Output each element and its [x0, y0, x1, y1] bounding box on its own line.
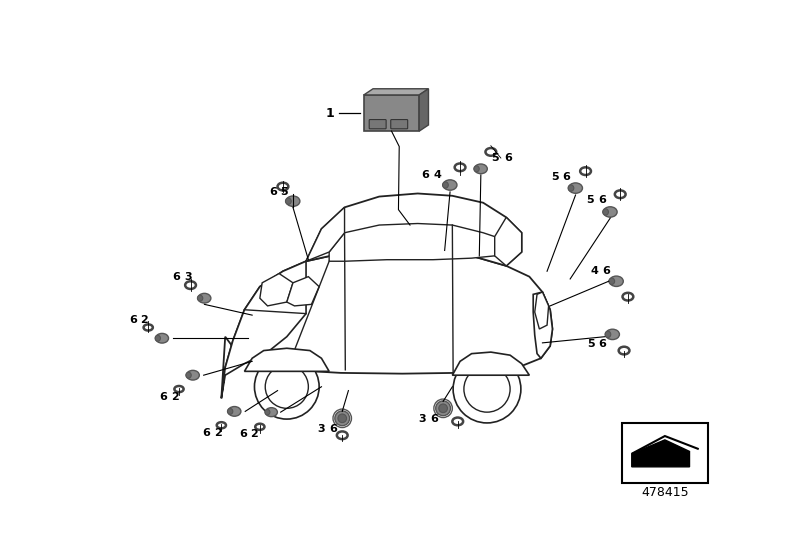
Text: 6: 6: [562, 172, 570, 183]
Circle shape: [436, 401, 450, 416]
Polygon shape: [419, 88, 429, 131]
Polygon shape: [534, 292, 549, 329]
Polygon shape: [364, 88, 429, 95]
Ellipse shape: [610, 276, 623, 287]
Ellipse shape: [474, 166, 479, 172]
Circle shape: [464, 366, 510, 412]
Text: 5: 5: [491, 153, 498, 163]
Ellipse shape: [474, 164, 487, 174]
Circle shape: [266, 365, 308, 408]
FancyBboxPatch shape: [622, 423, 708, 483]
Text: 6: 6: [160, 392, 167, 402]
Text: 1: 1: [326, 107, 334, 120]
Text: 3: 3: [418, 414, 426, 424]
Ellipse shape: [443, 180, 457, 190]
Text: 2: 2: [250, 430, 258, 440]
Text: 6: 6: [504, 153, 512, 163]
Ellipse shape: [198, 293, 211, 303]
Ellipse shape: [266, 408, 278, 417]
Text: 6: 6: [602, 266, 610, 276]
Circle shape: [338, 414, 346, 423]
Text: 3: 3: [318, 424, 326, 434]
Text: 6: 6: [598, 195, 606, 206]
Polygon shape: [287, 277, 319, 306]
Ellipse shape: [186, 370, 199, 380]
Polygon shape: [306, 193, 522, 266]
Polygon shape: [452, 352, 530, 375]
Text: 6: 6: [329, 424, 337, 434]
Text: 6: 6: [129, 315, 137, 325]
Text: 4: 4: [433, 170, 441, 180]
Circle shape: [438, 404, 447, 413]
Ellipse shape: [609, 278, 614, 284]
Ellipse shape: [569, 183, 582, 193]
Text: 5: 5: [587, 339, 594, 349]
Ellipse shape: [605, 331, 610, 338]
Polygon shape: [260, 273, 293, 306]
Circle shape: [254, 354, 319, 419]
Polygon shape: [329, 223, 494, 261]
Ellipse shape: [155, 333, 169, 343]
Polygon shape: [222, 250, 553, 398]
Ellipse shape: [603, 207, 617, 217]
FancyBboxPatch shape: [369, 119, 386, 129]
Ellipse shape: [602, 209, 609, 215]
Text: 5: 5: [281, 187, 288, 197]
Text: 6: 6: [598, 339, 606, 349]
Ellipse shape: [286, 198, 291, 204]
Ellipse shape: [198, 295, 202, 301]
Ellipse shape: [286, 196, 300, 207]
Ellipse shape: [227, 408, 233, 414]
Circle shape: [453, 355, 521, 423]
Text: 2: 2: [171, 392, 179, 402]
Text: 6: 6: [422, 170, 430, 180]
Ellipse shape: [186, 372, 191, 378]
Ellipse shape: [265, 409, 270, 415]
Ellipse shape: [568, 185, 574, 192]
Text: 478415: 478415: [641, 486, 689, 499]
Polygon shape: [364, 95, 419, 131]
Polygon shape: [245, 348, 329, 371]
Ellipse shape: [155, 335, 161, 341]
Circle shape: [335, 411, 350, 426]
Text: 6: 6: [202, 428, 210, 438]
Ellipse shape: [606, 329, 619, 339]
Text: 5: 5: [586, 195, 594, 206]
Text: 4: 4: [591, 266, 598, 276]
Text: 6: 6: [269, 187, 277, 197]
Polygon shape: [494, 217, 522, 266]
Text: 5: 5: [551, 172, 558, 183]
Ellipse shape: [228, 407, 241, 416]
Text: 2: 2: [214, 428, 222, 438]
Text: 3: 3: [185, 272, 192, 282]
Polygon shape: [534, 292, 553, 358]
Text: 6: 6: [239, 430, 247, 440]
Text: 6: 6: [430, 414, 438, 424]
Text: 2: 2: [141, 315, 148, 325]
Text: 6: 6: [172, 272, 180, 282]
FancyBboxPatch shape: [390, 119, 408, 129]
Ellipse shape: [442, 182, 448, 188]
Polygon shape: [222, 261, 306, 398]
Polygon shape: [632, 440, 690, 467]
Polygon shape: [306, 207, 345, 261]
